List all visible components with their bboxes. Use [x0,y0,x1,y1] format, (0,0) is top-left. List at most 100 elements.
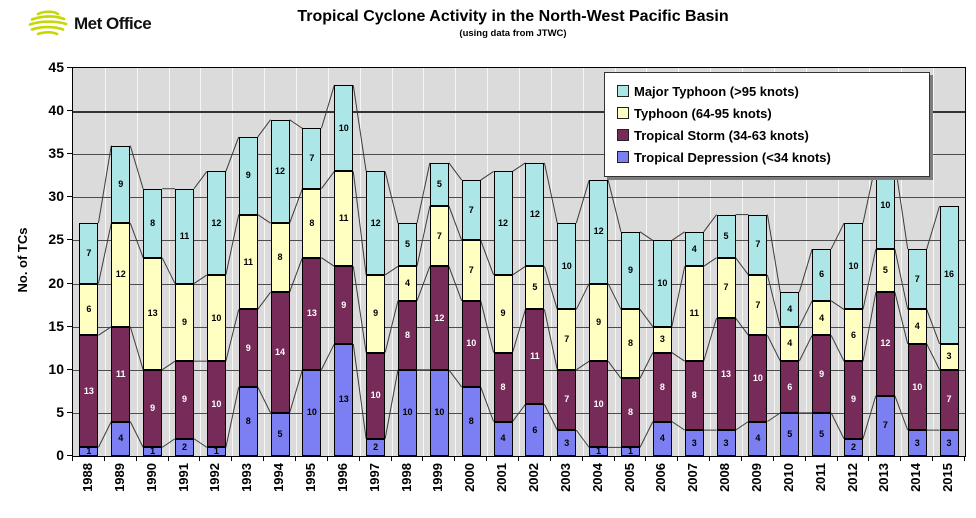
met-office-logo: Met Office [28,10,152,37]
bar-segment: 3 [939,343,959,370]
connector-line [575,179,590,224]
connector-line [129,326,144,370]
x-tick-label-2015: 2015 [940,463,956,492]
category-separator [232,68,234,456]
segment-label: 6 [86,303,92,314]
connector-line [129,145,144,189]
segment-label: 9 [181,394,187,405]
connector-line [161,438,176,448]
x-tick-mark [677,456,679,461]
bar-segment: 10 [652,240,672,327]
bar-segment: 3 [907,430,927,456]
connector-line [98,326,112,336]
x-tick-mark [231,456,233,461]
bar-segment: 1 [206,447,226,456]
bar-segment: 6 [812,249,832,301]
bar-1996: 13 9 11 10 [334,68,354,456]
bar-1994: 5 14 8 12 [270,68,290,456]
bar-segment: 12 [589,180,609,284]
segment-label: 13 [147,308,158,319]
bar-segment: 7 [748,214,768,275]
gridline-10 [73,369,965,371]
bar-segment: 8 [270,223,290,293]
segment-label: 7 [468,265,474,276]
bar-segment: 10 [206,361,226,448]
connector-line [798,300,813,327]
connector-line [766,274,781,327]
bar-segment: 1 [621,447,640,456]
y-tick-label-5: 5 [56,403,64,420]
bar-segment: 11 [111,326,131,422]
x-tick-label-1989: 1989 [111,463,127,492]
category-separator [104,68,106,456]
segment-label: 5 [532,282,538,293]
legend-item: Tropical Storm (34-63 knots) [617,124,919,146]
connector-line [512,265,526,276]
segment-label: 11 [339,213,349,224]
bar-segment: 16 [939,205,959,344]
segment-label: 7 [468,204,474,215]
bar-segment: 9 [621,231,640,310]
bar-segment: 8 [621,309,640,379]
bar-segment: 9 [175,361,194,439]
x-tick-mark [900,456,902,461]
bar-segment: 3 [716,430,736,456]
segment-label: 5 [819,428,825,439]
segment-label: 2 [850,441,856,452]
segment-label: 11 [689,308,699,319]
x-tick-label-2009: 2009 [748,463,764,492]
category-separator [136,68,138,456]
segment-label: 10 [306,407,317,418]
segment-label: 7 [914,273,920,284]
segment-label: 4 [404,278,410,289]
bar-segment: 7 [557,309,577,370]
bar-segment: 5 [780,412,800,456]
segment-label: 10 [338,122,349,133]
connector-line [448,266,463,301]
x-tick-label-1994: 1994 [271,463,287,492]
bar-2012: 2 9 6 10 [844,68,863,456]
segment-label: 10 [752,372,763,383]
connector-line [830,412,845,439]
bar-segment: 11 [334,171,354,267]
segment-label: 8 [659,381,665,392]
bar-segment: 12 [111,223,131,327]
segment-label: 3 [946,437,952,448]
connector-line [320,85,335,129]
bar-1989: 4 11 12 9 [111,68,131,456]
y-tick-label-40: 40 [48,102,64,119]
x-tick-label-2010: 2010 [780,463,796,492]
connector-line [894,395,909,431]
connector-line [448,162,463,181]
bar-1992: 1 10 10 12 [206,68,226,456]
y-tick-label-0: 0 [56,447,64,463]
legend-marker-icon [617,129,629,141]
bar-segment: 4 [493,421,513,456]
segment-label: 5 [436,178,442,189]
connector-line [607,179,622,232]
connector-line [639,421,654,448]
chart-header: Tropical Cyclone Activity in the North-W… [60,8,966,39]
legend-marker-icon [617,107,629,119]
connector-line [257,291,271,310]
connector-line [129,421,144,448]
x-tick-mark [932,456,934,461]
connector-line [161,257,176,284]
connector-line [257,386,272,414]
bar-2000: 8 10 7 7 [461,68,481,456]
bar-1998: 10 8 4 5 [398,68,417,456]
x-tick-label-2011: 2011 [812,463,828,492]
category-separator [678,68,680,456]
bar-segment: 3 [939,430,959,456]
category-separator [391,68,393,456]
segment-label: 12 [115,269,126,280]
segment-label: 5 [404,239,410,250]
bar-segment: 13 [143,257,163,370]
segment-label: 9 [341,299,347,310]
x-tick-mark [581,456,583,461]
legend-marker-icon [617,85,629,97]
connector-line [894,248,909,310]
segment-label: 10 [912,381,923,392]
category-separator [550,68,552,456]
segment-label: 4 [659,433,665,444]
